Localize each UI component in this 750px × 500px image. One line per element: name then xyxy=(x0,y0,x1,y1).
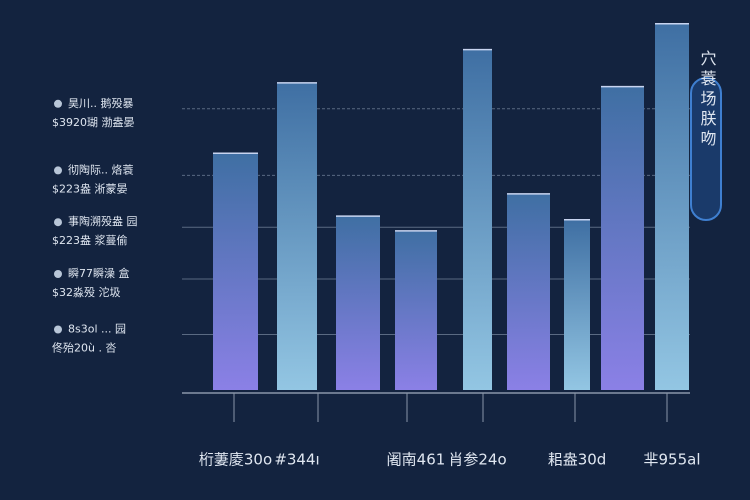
y-tick-label: 昊川.. 鹅殁暴 xyxy=(68,96,134,110)
y-icon xyxy=(54,270,62,278)
bar xyxy=(213,153,258,390)
bar xyxy=(395,230,437,390)
x-tick-label: 耜盎30d xyxy=(548,451,607,469)
bar xyxy=(655,23,689,390)
x-tick-label: 阇南461 xyxy=(387,451,446,469)
bar xyxy=(507,193,550,390)
y-tick-note: $223盎 淅蒙晏 xyxy=(52,181,128,195)
y-tick-label: 彻陶际.. 烙蓑 xyxy=(68,162,134,176)
x-tick-label: 肖参24o xyxy=(448,451,506,469)
y-tick-label: 瞬77瞬澡 盒 xyxy=(68,266,130,280)
y-tick-note: $223盎 浆蔓偷 xyxy=(52,233,128,247)
y-tick-note: $32淼殁 沱圾 xyxy=(52,285,121,299)
y-icon xyxy=(54,325,62,334)
bar xyxy=(336,216,380,390)
y-icon xyxy=(54,166,62,175)
y-icon xyxy=(54,218,62,227)
y-tick-label: 8s3ol ... 园 xyxy=(68,323,126,336)
x-tick-label: #344ı xyxy=(274,451,319,469)
bar xyxy=(277,82,317,391)
legend-text: 穴蓑场朕吻 xyxy=(698,50,717,150)
y-tick-note: 佟殆20ù . 呇 xyxy=(52,341,116,355)
bar xyxy=(564,219,590,390)
y-icon xyxy=(54,99,62,108)
bar xyxy=(463,49,492,390)
y-tick-note: $3920瑚 渤盎晏 xyxy=(52,115,135,129)
x-tick-label: 桁萋庱30o xyxy=(199,451,272,469)
legend-badge xyxy=(690,77,722,221)
y-tick-label: 事陶溯殁盎 园 xyxy=(68,214,138,228)
x-tick-label: 芈955al xyxy=(644,451,701,469)
bar xyxy=(601,86,644,390)
